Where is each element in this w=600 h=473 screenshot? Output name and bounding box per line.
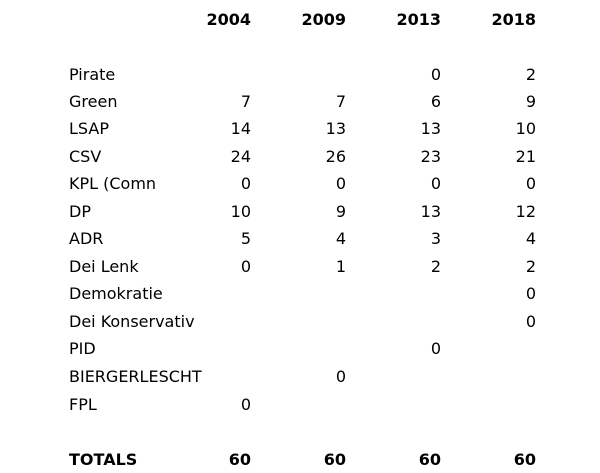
table-row: FPL 0 [0,391,600,418]
seat-count: 5 [240,229,251,248]
seat-count: 0 [240,257,251,276]
table-row: DP 10 9 13 12 [0,198,600,225]
seat-count: 7 [240,92,251,111]
seat-count [296,61,346,88]
party-name: BIERGERLESCHT [69,367,202,386]
seat-count: 26 [325,147,346,166]
total-value: 60 [323,450,346,469]
seat-count: 6 [430,92,441,111]
seat-count: 0 [525,312,536,331]
seat-count: 7 [335,92,346,111]
seat-count: 0 [525,284,536,303]
table-row: Demokratie 0 [0,280,600,307]
seat-count: 3 [430,229,441,248]
seat-count [391,280,441,307]
seat-count: 0 [430,339,441,358]
seat-count [201,280,251,307]
seat-count [201,308,251,335]
table-row: PID 0 [0,335,600,362]
total-value: 60 [228,450,251,469]
seat-count: 13 [325,119,346,138]
table-row: Pirate 0 2 [0,61,600,88]
party-name: KPL (Comn [69,174,157,193]
party-name: DP [69,202,91,221]
seat-count: 2 [525,65,536,84]
party-name: Pirate [69,65,116,84]
seat-count [486,391,536,418]
seat-count: 0 [335,174,346,193]
year-header-2018: 2018 [491,10,536,29]
party-name: FPL [69,395,97,414]
party-name: Demokratie [69,284,163,303]
party-name: CSV [69,147,102,166]
seat-count: 14 [230,119,251,138]
seat-count [486,335,536,362]
party-name: Dei Lenk [69,257,139,276]
seat-count: 4 [335,229,346,248]
seat-count: 0 [335,367,346,386]
total-value: 60 [513,450,536,469]
seat-count: 4 [525,229,536,248]
party-name: LSAP [69,119,109,138]
seat-count [391,363,441,390]
seat-count: 24 [230,147,251,166]
seat-count [296,280,346,307]
seat-count: 12 [515,202,536,221]
header-row: 2004 2009 2013 2018 [0,6,600,33]
table-row: LSAP 14 13 13 10 [0,115,600,142]
seat-count [201,363,251,390]
party-name: PID [69,339,96,358]
seat-count: 0 [430,174,441,193]
totals-label: TOTALS [69,450,138,469]
seat-count [201,335,251,362]
seat-count: 1 [335,257,346,276]
table-row: KPL (Comn 0 0 0 0 [0,170,600,197]
seat-count: 0 [430,65,441,84]
seat-count [391,308,441,335]
table-row: Green 7 7 6 9 [0,88,600,115]
party-name: Dei Konservativ [69,312,195,331]
seat-count [296,335,346,362]
seat-count: 0 [525,174,536,193]
party-name: ADR [69,229,104,248]
seat-count [486,363,536,390]
seat-count: 23 [420,147,441,166]
seat-count: 2 [525,257,536,276]
table-row: CSV 24 26 23 21 [0,143,600,170]
seat-count: 2 [430,257,441,276]
seat-count: 13 [420,202,441,221]
seat-count [201,61,251,88]
year-header-2013: 2013 [396,10,441,29]
seat-count: 21 [515,147,536,166]
seat-count [296,391,346,418]
year-header-2004: 2004 [206,10,251,29]
table-row: BIERGERLESCHT 0 [0,363,600,390]
seat-count: 10 [230,202,251,221]
totals-row: TOTALS 60 60 60 60 [0,446,600,473]
seat-count: 10 [515,119,536,138]
seat-count [391,391,441,418]
table-row: Dei Lenk 0 1 2 2 [0,253,600,280]
table-row: ADR 5 4 3 4 [0,225,600,252]
party-name: Green [69,92,118,111]
seat-count [296,308,346,335]
year-header-2009: 2009 [301,10,346,29]
total-value: 60 [418,450,441,469]
seat-count: 0 [240,395,251,414]
table-row: Dei Konservativ 0 [0,308,600,335]
seat-count: 13 [420,119,441,138]
seat-count: 9 [335,202,346,221]
seat-count: 0 [240,174,251,193]
seat-count: 9 [525,92,536,111]
